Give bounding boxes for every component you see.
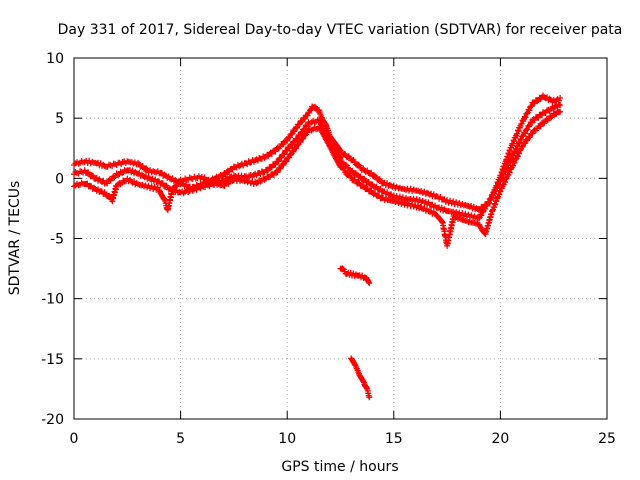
series-track-b	[71, 101, 564, 222]
y-tick-label: 10	[46, 51, 64, 67]
x-tick-label: 0	[70, 431, 79, 447]
x-tick-label: 15	[385, 431, 403, 447]
y-tick-label: -20	[41, 412, 64, 428]
series-segment-low-2	[348, 355, 373, 401]
x-tick-label: 25	[598, 431, 616, 447]
x-tick-label: 5	[176, 431, 185, 447]
data-point-markers	[71, 108, 564, 249]
y-tick-label: -15	[41, 352, 64, 368]
y-tick-label: 0	[55, 171, 64, 187]
x-tick-label: 20	[491, 431, 509, 447]
data-points	[71, 92, 564, 401]
grid-lines	[74, 58, 607, 419]
x-axis-label: GPS time / hours	[281, 459, 398, 475]
y-tick-label: 5	[55, 111, 64, 127]
series-segment-low-1	[337, 265, 373, 287]
series-track-c	[71, 108, 564, 249]
data-point-markers	[348, 355, 373, 401]
data-point-markers	[337, 265, 373, 287]
y-tick-label: -5	[50, 232, 64, 248]
x-tick-label: 10	[278, 431, 296, 447]
chart-title: Day 331 of 2017, Sidereal Day-to-day VTE…	[58, 22, 623, 38]
y-tick-label: -10	[41, 292, 64, 308]
data-point-markers	[71, 101, 564, 222]
y-axis-label: SDTVAR / TECUs	[7, 181, 23, 296]
axis-ticks: 0 5 10 15 20 25 10 5 0 -5 -10 -15 -20	[41, 51, 616, 447]
